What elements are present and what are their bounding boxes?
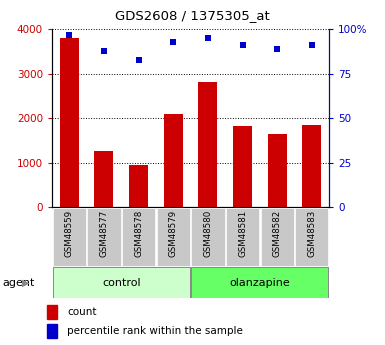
Bar <box>191 208 224 266</box>
Point <box>309 42 315 48</box>
Point <box>136 57 142 62</box>
Bar <box>164 114 183 207</box>
Point <box>101 48 107 53</box>
Bar <box>122 208 155 266</box>
Text: olanzapine: olanzapine <box>229 278 290 288</box>
Text: GSM48582: GSM48582 <box>273 209 282 257</box>
Point <box>170 39 176 45</box>
Bar <box>87 208 121 266</box>
Bar <box>47 325 57 338</box>
Bar <box>157 208 190 266</box>
Text: control: control <box>102 278 141 288</box>
Text: percentile rank within the sample: percentile rank within the sample <box>67 326 243 336</box>
Text: GSM48583: GSM48583 <box>307 209 316 257</box>
Point <box>66 32 72 37</box>
Bar <box>47 305 57 318</box>
Bar <box>295 208 328 266</box>
Text: GDS2608 / 1375305_at: GDS2608 / 1375305_at <box>115 9 270 22</box>
Point <box>274 46 280 52</box>
Bar <box>53 208 86 266</box>
Bar <box>268 134 287 207</box>
Bar <box>129 165 148 207</box>
Bar <box>226 208 259 266</box>
Bar <box>60 38 79 207</box>
Text: count: count <box>67 307 97 317</box>
Point <box>239 42 246 48</box>
Text: agent: agent <box>2 278 34 288</box>
Bar <box>261 208 294 266</box>
Bar <box>198 82 218 207</box>
Bar <box>191 267 328 298</box>
Text: GSM48580: GSM48580 <box>203 209 213 257</box>
Text: GSM48578: GSM48578 <box>134 209 143 257</box>
Text: GSM48581: GSM48581 <box>238 209 247 257</box>
Bar <box>302 125 321 207</box>
Text: ▶: ▶ <box>22 278 30 288</box>
Bar <box>94 150 114 207</box>
Bar <box>233 126 252 207</box>
Bar <box>53 267 190 298</box>
Point <box>205 36 211 41</box>
Text: GSM48559: GSM48559 <box>65 209 74 257</box>
Text: GSM48579: GSM48579 <box>169 209 178 257</box>
Text: GSM48577: GSM48577 <box>99 209 109 257</box>
